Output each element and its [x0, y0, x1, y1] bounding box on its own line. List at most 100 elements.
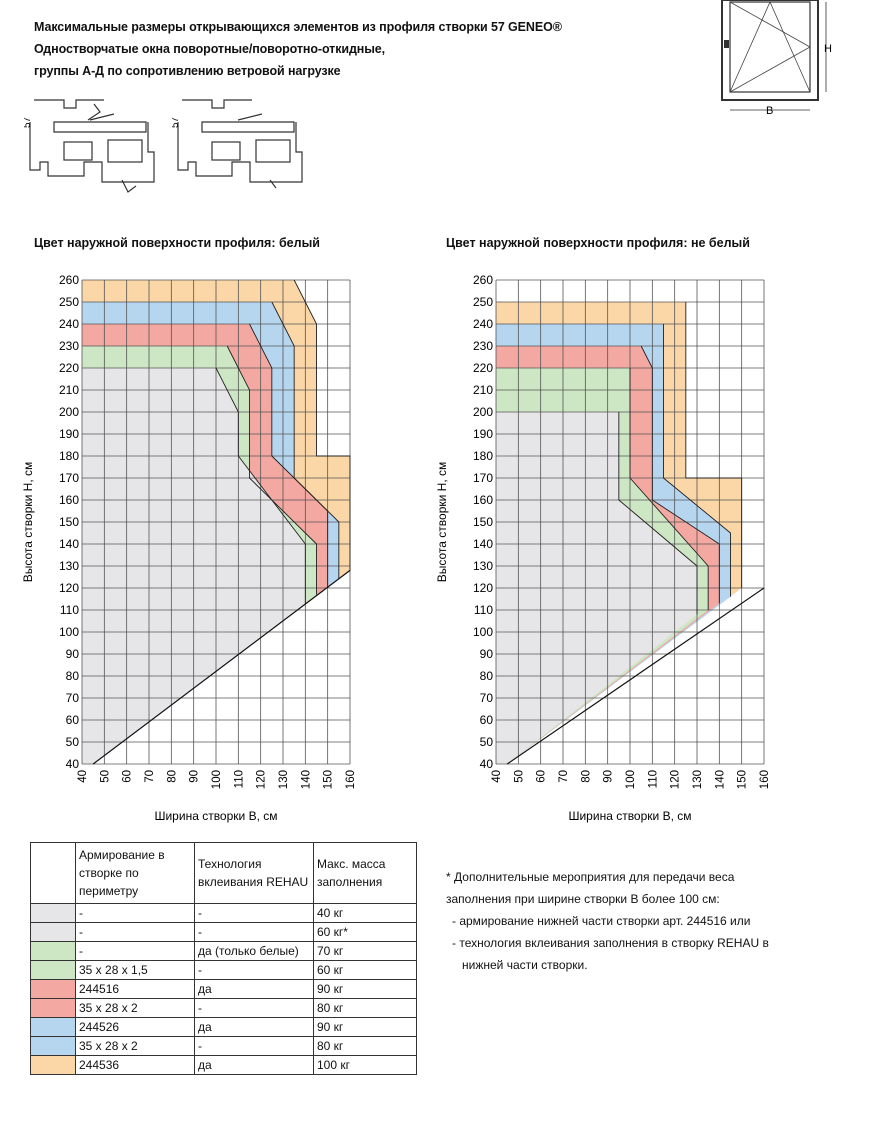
- y-tick-label: 70: [480, 691, 494, 705]
- legend-technology: -: [194, 922, 314, 942]
- y-tick-label: 260: [473, 273, 493, 287]
- legend-technology: да: [194, 1055, 314, 1075]
- legend-swatch: [30, 1017, 76, 1037]
- x-tick-label: 80: [166, 770, 178, 783]
- legend-reinforcement: 35 x 28 x 2: [75, 1036, 195, 1056]
- y-tick-label: 70: [66, 691, 80, 705]
- legend-row: 244536 да 100 кг: [30, 1055, 417, 1075]
- legend-row: - -40 кг: [30, 903, 417, 923]
- y-tick-label: 220: [59, 361, 79, 375]
- y-tick-label: 130: [473, 559, 493, 573]
- y-tick-label: 240: [473, 317, 493, 331]
- x-tick-label: 120: [670, 770, 682, 789]
- x-tick-label: 140: [300, 770, 312, 789]
- y-tick-label: 90: [66, 647, 80, 661]
- x-tick-label: 70: [144, 770, 156, 783]
- series-blue-line: [663, 324, 731, 597]
- y-tick-label: 180: [59, 449, 79, 463]
- legend-row: 35 x 28 x 1,5-60 кг: [30, 960, 417, 980]
- legend-table: Армирование в створке по периметру Техно…: [30, 842, 417, 1075]
- note-line-5: нижней части створки.: [462, 958, 588, 972]
- dim-h-label: H: [824, 43, 832, 55]
- legend-reinforcement: -: [75, 903, 195, 923]
- series-green-line: [629, 368, 709, 610]
- y-tick-label: 250: [59, 295, 79, 309]
- x-tick-label: 160: [759, 770, 771, 789]
- x-tick-label: 60: [536, 770, 548, 783]
- note-line-4: - технология вклеивания заполнения в ств…: [452, 936, 769, 950]
- legend-row: 35 x 28 x 2-80 кг: [30, 998, 417, 1018]
- legend-header-technology: Технология вклеивания REHAU: [194, 842, 314, 904]
- x-axis-label: Ширина створки B, см: [154, 809, 277, 823]
- legend-swatch: [30, 998, 76, 1018]
- legend-mass: 90 кг: [313, 1017, 417, 1037]
- chart-non-white: 40 50 60 70 80 90 100 110 120 130 140 150 160 260 250 2…: [435, 273, 771, 823]
- legend-reinforcement: 244516: [75, 979, 195, 999]
- profile-section-2: 57: [172, 99, 303, 189]
- legend-row: 244526 да 90 кг: [30, 1017, 417, 1037]
- legend-header-reinforcement: Армирование в створке по периметру: [75, 842, 195, 904]
- chart-2-title: Цвет наружной поверхности профиля: не бе…: [446, 236, 750, 250]
- legend-technology: -: [194, 903, 314, 923]
- legend-mass: 80 кг: [313, 998, 417, 1018]
- dim-b-label: B: [766, 105, 773, 117]
- x-tick-label: 70: [558, 770, 570, 783]
- series-red-line: [249, 323, 329, 588]
- series-gray-line: [618, 412, 698, 615]
- y-tick-label: 160: [473, 493, 493, 507]
- y-tick-label: 60: [480, 713, 494, 727]
- y-tick-label: 40: [480, 757, 494, 771]
- x-tick-label: 50: [99, 770, 111, 783]
- header-line-2: Одностворчатые окна поворотные/поворотно…: [34, 42, 386, 56]
- series-green-line: [226, 345, 317, 595]
- x-tick-label: 90: [603, 770, 615, 783]
- y-tick-label: 50: [66, 735, 80, 749]
- x-tick-label: 130: [692, 770, 704, 789]
- legend-swatch: [30, 941, 76, 961]
- legend-reinforcement: 244526: [75, 1017, 195, 1037]
- profile-dim-label: 57: [24, 116, 33, 128]
- x-tick-label: 140: [714, 770, 726, 789]
- y-tick-label: 120: [473, 581, 493, 595]
- note-line-3: - армирование нижней части створки арт. …: [452, 914, 751, 928]
- y-tick-label: 190: [59, 427, 79, 441]
- legend-swatch: [30, 960, 76, 980]
- legend-mass: 90 кг: [313, 979, 417, 999]
- note-line-1: * Дополнительные мероприятия для передач…: [446, 870, 735, 884]
- y-tick-label: 110: [60, 603, 79, 617]
- y-tick-label: 140: [473, 537, 493, 551]
- legend-reinforcement: -: [75, 922, 195, 942]
- legend-reinforcement: 244536: [75, 1055, 195, 1075]
- x-tick-label: 110: [647, 770, 659, 788]
- legend-technology: -: [194, 960, 314, 980]
- y-tick-label: 210: [59, 383, 79, 397]
- series-orange-line: [685, 302, 743, 588]
- series-orange-line: [293, 279, 351, 571]
- chart-white: 40 50 60 70 80 90 100 110 120 130 140 150 160 260 250 2…: [21, 273, 357, 823]
- legend-row: - да (только белые) 70 кг: [30, 941, 417, 961]
- legend-swatch: [30, 979, 76, 999]
- y-tick-label: 230: [59, 339, 79, 353]
- y-tick-label: 240: [59, 317, 79, 331]
- x-tick-label: 40: [491, 770, 503, 783]
- legend-swatch: [30, 903, 76, 923]
- x-tick-label: 110: [233, 770, 245, 788]
- x-axis-label: Ширина створки B, см: [568, 809, 691, 823]
- y-tick-label: 190: [473, 427, 493, 441]
- y-tick-label: 170: [59, 471, 79, 485]
- header-line-3: группы А-Д по сопротивлению ветровой наг…: [34, 64, 341, 78]
- legend-mass: 60 кг*: [313, 922, 417, 942]
- legend-mass: 70 кг: [313, 941, 417, 961]
- x-tick-label: 150: [323, 770, 335, 789]
- y-axis-label: Высота створки H, см: [435, 462, 449, 583]
- x-tick-label: 50: [513, 770, 525, 783]
- x-tick-label: 40: [77, 770, 89, 783]
- y-tick-label: 230: [473, 339, 493, 353]
- x-tick-label: 80: [580, 770, 592, 783]
- legend-mass: 60 кг: [313, 960, 417, 980]
- y-tick-label: 150: [473, 515, 493, 529]
- y-tick-label: 90: [480, 647, 494, 661]
- legend-technology: да (только белые): [194, 941, 314, 961]
- note-line-2: заполнения при ширине створки B более 10…: [446, 892, 720, 906]
- y-tick-label: 140: [59, 537, 79, 551]
